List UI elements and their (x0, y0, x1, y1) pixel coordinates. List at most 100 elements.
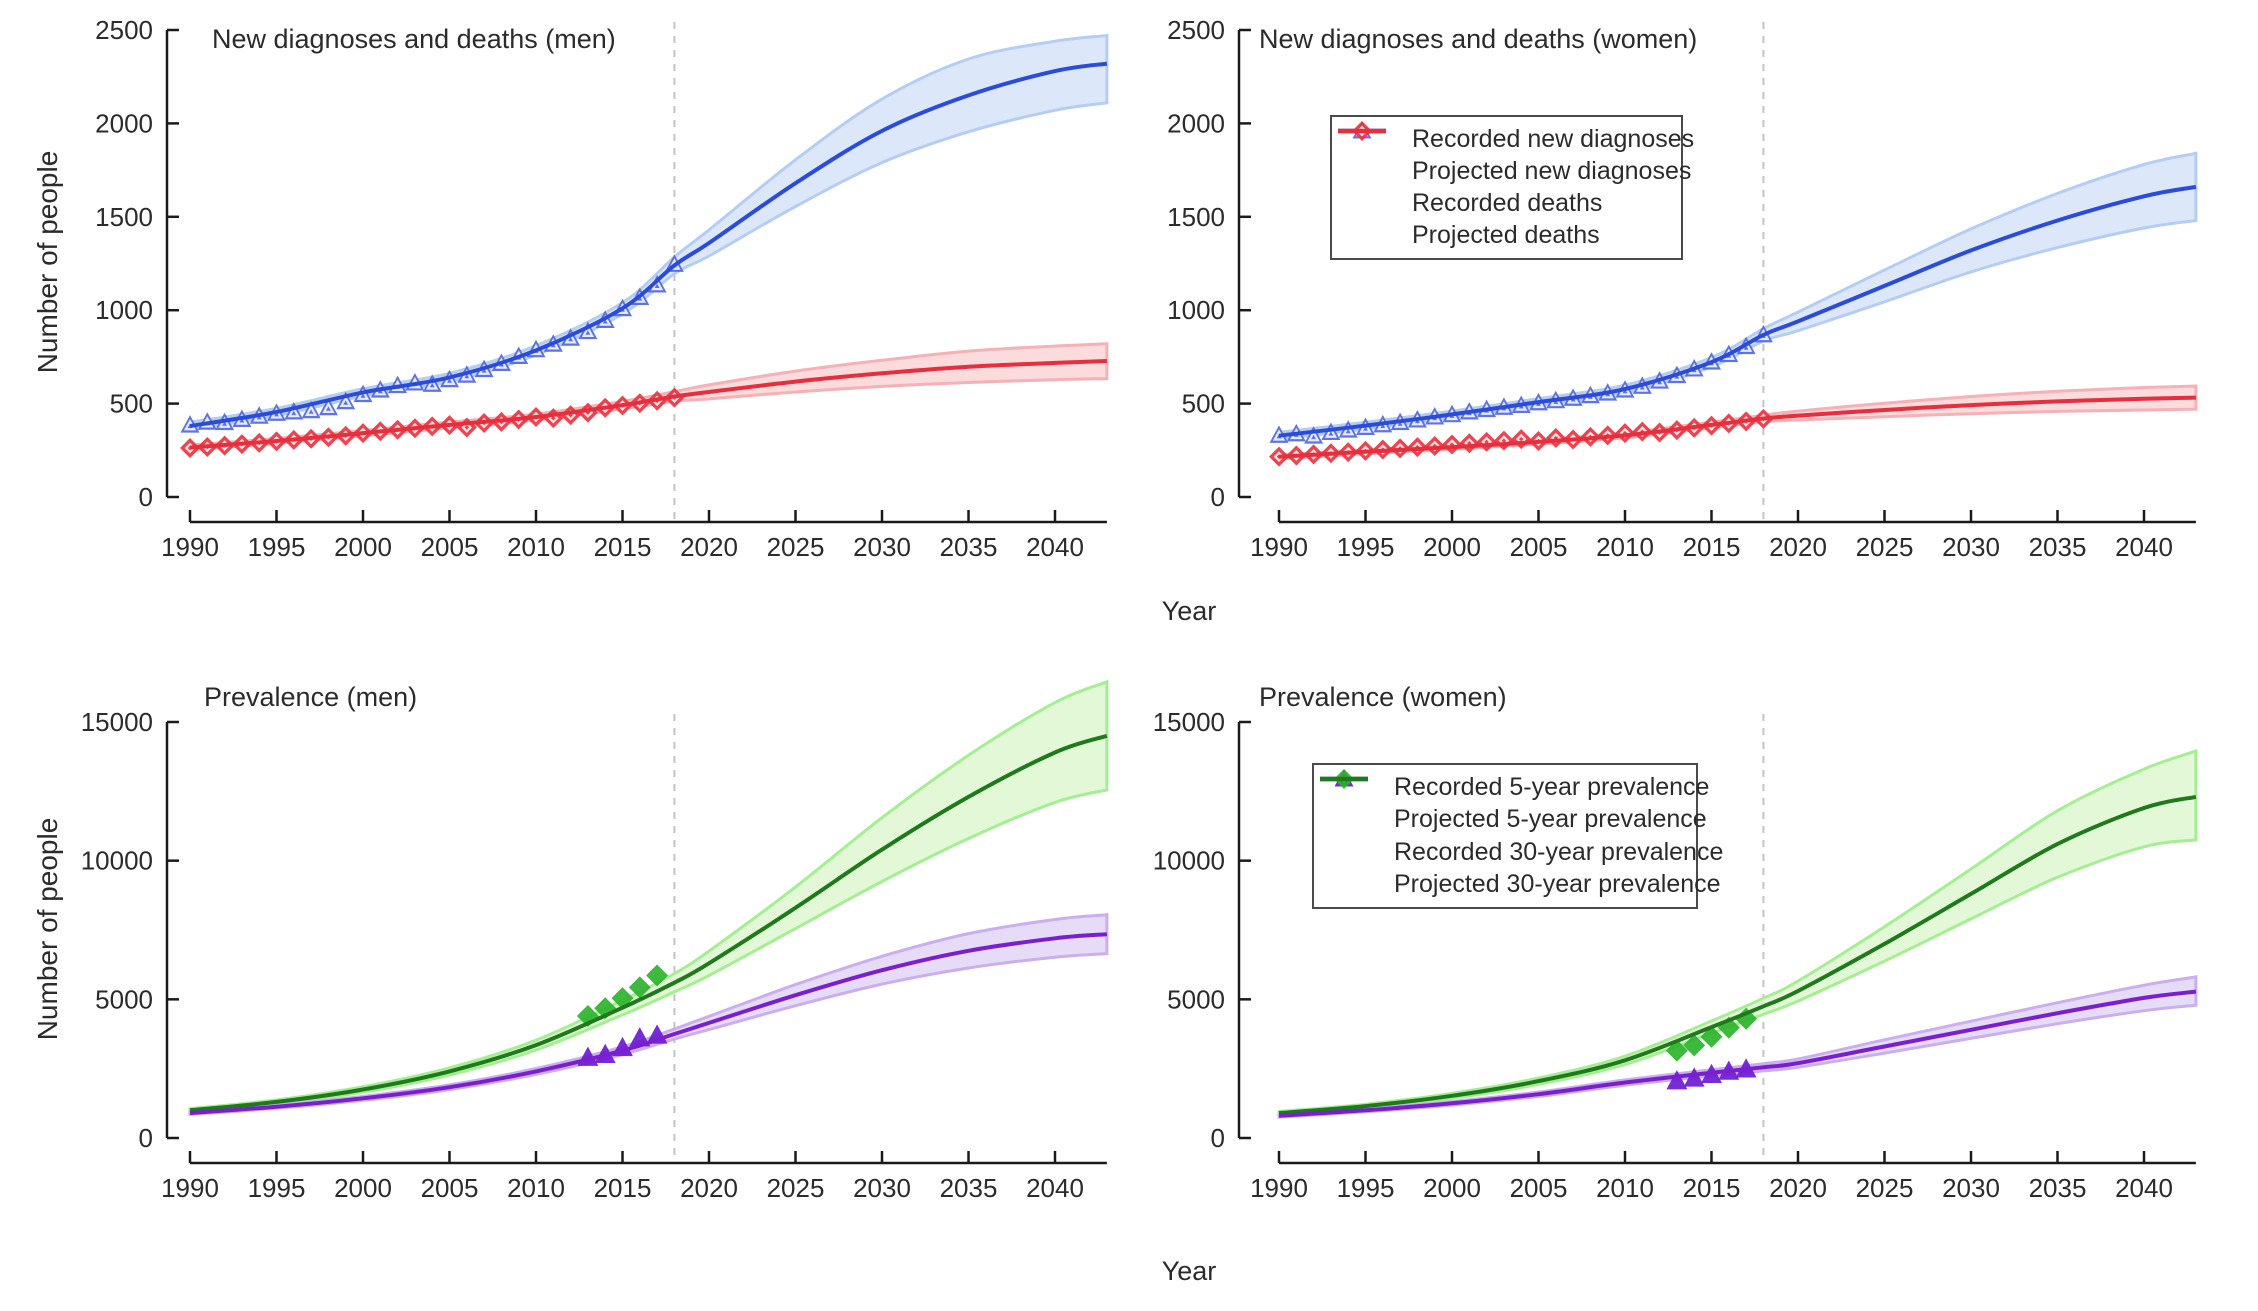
x-tick-label: 2000 (1423, 532, 1481, 562)
series-projected-new-diagnoses (1278, 184, 2197, 438)
panel-prevalence-women: Prevalence (women) 0 5000 10000 15000 1990 19… (1129, 650, 2258, 1311)
legend-item-recorded-deaths: Recorded deaths (1342, 121, 1671, 220)
x-tick-label: 1990 (161, 1173, 219, 1203)
x-tick-label: 2030 (1942, 1173, 2000, 1203)
x-tick-label: 2035 (940, 532, 998, 562)
legend-item-label: Recorded 30-year prevalence (1394, 837, 1724, 866)
x-tick-label: 2035 (940, 1173, 998, 1203)
x-tick-label: 1995 (248, 532, 306, 562)
x-tick-label: 2025 (767, 532, 825, 562)
legend-item-projected-deaths: Projected deaths (1338, 128, 1671, 252)
x-tick-label: 2020 (680, 532, 738, 562)
chart-svg: 0 5000 10000 15000 1990 1995 2000 2005 2010 2015 2… (81, 679, 1109, 1203)
x-tick-label: 2005 (1510, 1173, 1568, 1203)
triangle-marker-center (339, 395, 352, 408)
diamond-marker (1424, 436, 1445, 457)
y-tick-label: 0 (139, 1123, 153, 1153)
x-tick-label: 2010 (507, 1173, 565, 1203)
x-tick-label: 2010 (507, 532, 565, 562)
legend-item-projected-30-year-prevalence: Projected 30-year prevalence (1320, 776, 1721, 901)
diamond-marker-center (461, 422, 473, 433)
x-tick-label: 2030 (1942, 532, 2000, 562)
y-tick-label: 1500 (1167, 202, 1225, 232)
confidence-band-green (1277, 748, 2198, 1117)
x-tick-label: 2040 (1026, 532, 1084, 562)
legend-item-label: Projected 5-year prevalence (1394, 805, 1707, 834)
diamond-marker-center (1602, 430, 1614, 441)
chart-svg: 0 500 1000 1500 2000 2500 1990 1995 2000 2005 2010… (1167, 15, 2198, 562)
y-tick-label: 2500 (95, 15, 153, 45)
x-tick-label: 2030 (853, 1173, 911, 1203)
x-tick-label: 2020 (1769, 532, 1827, 562)
x-tick-label: 2035 (2029, 532, 2087, 562)
diamond-marker-center (1377, 444, 1389, 455)
diamond-marker (1476, 431, 1497, 452)
x-tick-label: 2010 (1596, 532, 1654, 562)
series-projected-30-year-prevalence (189, 733, 1108, 1113)
y-tick-label: 1000 (95, 295, 153, 325)
legend-item-label: Projected deaths (1412, 221, 1600, 250)
diamond-marker (646, 964, 669, 987)
triangle-marker (1666, 1070, 1688, 1090)
triangle-marker (629, 1027, 651, 1047)
x-tick-label: 2020 (1769, 1173, 1827, 1203)
x-tick-label: 2015 (1683, 1173, 1741, 1203)
y-tick-label: 10000 (81, 846, 153, 876)
x-tick-label: 1990 (161, 532, 219, 562)
diamond-marker (1545, 427, 1566, 448)
chart-title: Prevalence (women) (1259, 682, 1507, 712)
y-tick-label: 500 (1182, 389, 1225, 419)
triangle-marker (1683, 1067, 1705, 1087)
y-tick-label: 15000 (81, 707, 153, 737)
confidence-band-purple (188, 913, 1109, 1117)
confidence-band-purple (1277, 975, 2198, 1119)
x-axis: 1990 1995 2000 2005 2010 2015 2020 2025 2030 2035… (1250, 510, 2196, 562)
triangle-marker-center (426, 378, 439, 390)
y-tick-label: 1000 (1167, 295, 1225, 325)
series-projected-5-year-prevalence (189, 932, 1108, 1115)
y-axis: 0 500 1000 1500 2000 2500 (95, 15, 179, 512)
y-tick-label: 15000 (1153, 707, 1225, 737)
triangle-marker-center (287, 406, 300, 418)
y-tick-label: 0 (139, 482, 153, 512)
triangle-marker-center (322, 401, 335, 413)
x-tick-label: 2005 (421, 532, 479, 562)
x-axis: 1990 1995 2000 2005 2010 2015 2020 2025 2030 2035… (1250, 1151, 2196, 1203)
x-axis: 1990 1995 2000 2005 2010 2015 2020 2025 2030 2035… (161, 1151, 1107, 1203)
series-projected-30-year-prevalence (1278, 794, 2197, 1115)
legend-item-projected-5-year-prevalence: Projected 5-year prevalence (1320, 776, 1707, 836)
diamond-marker (1683, 1034, 1706, 1057)
diamond-marker-center (1533, 435, 1544, 447)
chart-title: New diagnoses and deaths (men) (212, 24, 616, 54)
x-tick-label: 2025 (767, 1173, 825, 1203)
legend-item-label: Recorded new diagnoses (1412, 124, 1695, 153)
x-tick-label: 1990 (1250, 1173, 1308, 1203)
series-projected-new-diagnoses (189, 61, 1108, 428)
diamond-marker-center (1585, 431, 1596, 443)
x-tick-label: 2015 (594, 1173, 652, 1203)
x-tick-label: 2000 (334, 1173, 392, 1203)
y-tick-label: 5000 (1167, 984, 1225, 1014)
y-tick-label: 500 (110, 389, 153, 419)
x-tick-label: 2005 (1510, 532, 1568, 562)
y-tick-label: 0 (1211, 1123, 1225, 1153)
legend-item-recorded-30-year-prevalence: Recorded 30-year prevalence (1324, 769, 1723, 868)
x-tick-label: 1995 (1337, 532, 1395, 562)
y-tick-label: 2500 (1167, 15, 1225, 45)
x-tick-label: 2005 (421, 1173, 479, 1203)
diamond-marker-center (1394, 443, 1406, 454)
diamond-marker (1442, 434, 1462, 455)
x-tick-label: 2025 (1856, 1173, 1914, 1203)
series-projected-deaths (189, 359, 1107, 450)
triangle-marker-center (581, 325, 595, 337)
diamond-marker (576, 1004, 599, 1027)
confidence-band-green (188, 679, 1109, 1114)
x-tick-label: 1995 (1337, 1173, 1395, 1203)
y-axis: 0 5000 10000 15000 (1153, 707, 1251, 1153)
chart-svg: 0 5000 10000 15000 1990 1995 2000 2005 2010 2015 2… (1153, 707, 2198, 1203)
x-axis-label-year-top: Year (1161, 596, 1217, 626)
legend-item-label: Projected new diagnoses (1412, 156, 1692, 185)
legend-item-projected-new-diagnoses: Projected new diagnoses (1338, 128, 1691, 187)
x-tick-label: 2040 (2115, 1173, 2173, 1203)
